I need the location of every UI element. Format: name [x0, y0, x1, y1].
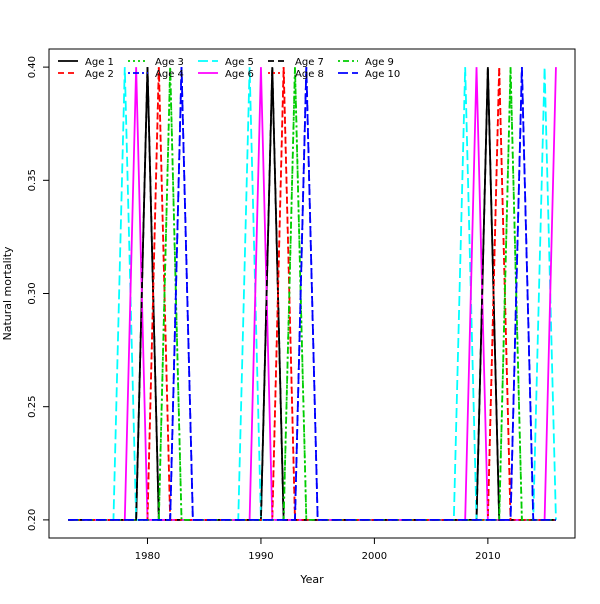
legend-label: Age 5 — [225, 57, 254, 68]
legend-label: Age 9 — [365, 57, 394, 68]
y-tick-label: 0.40 — [27, 56, 38, 78]
series-line-age-9 — [68, 67, 556, 521]
y-tick-label: 0.30 — [27, 282, 38, 304]
legend-label: Age 8 — [295, 69, 324, 80]
legend-label: Age 10 — [365, 69, 400, 80]
x-tick-label: 2010 — [475, 551, 500, 562]
legend-label: Age 2 — [85, 69, 114, 80]
x-tick-label: 1980 — [135, 551, 160, 562]
y-tick-label: 0.25 — [27, 396, 38, 418]
x-tick-label: 2000 — [362, 551, 387, 562]
legend-label: Age 1 — [85, 57, 114, 68]
x-axis-label: Year — [299, 573, 324, 586]
legend-label: Age 3 — [155, 57, 184, 68]
y-tick-label: 0.20 — [27, 509, 38, 531]
legend-label: Age 4 — [155, 69, 184, 80]
series-line-age-7 — [68, 67, 556, 521]
y-tick-label: 0.35 — [27, 169, 38, 191]
series-line-age-10 — [68, 67, 556, 521]
plot-frame — [48, 48, 576, 539]
x-tick-label: 1990 — [248, 551, 273, 562]
series-layer — [68, 67, 557, 521]
legend-label: Age 7 — [295, 57, 324, 68]
y-axis: 0.20 0.25 0.30 0.35 0.40 — [27, 56, 49, 531]
x-axis: 1980 1990 2000 2010 — [135, 538, 501, 562]
legend-label: Age 6 — [225, 69, 254, 80]
y-axis-label: Natural mortality — [1, 246, 14, 341]
